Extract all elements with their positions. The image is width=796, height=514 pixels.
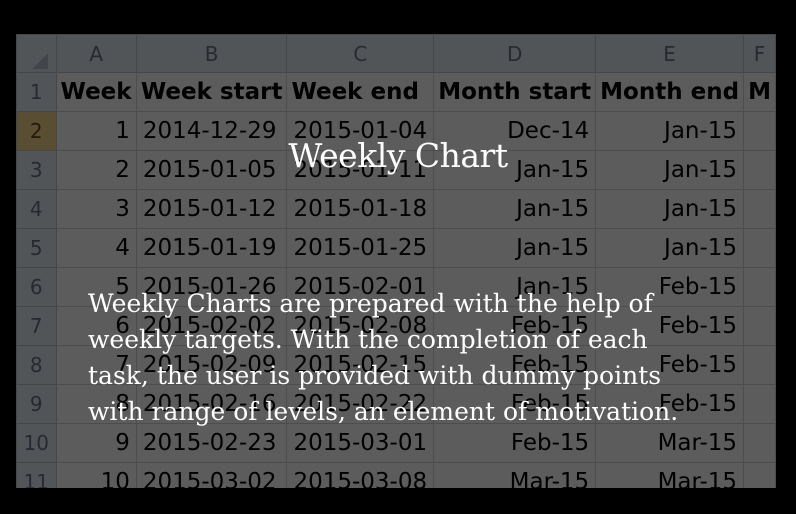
overlay-line: Weekly Charts are prepared with the help… (88, 289, 653, 318)
overlay-line: task, the user is provided with dummy po… (88, 361, 662, 390)
overlay-line: with range of levels, an element of moti… (88, 397, 679, 426)
overlay-line: weekly targets. With the completion of e… (88, 325, 648, 354)
overlay-description: Weekly Charts are prepared with the help… (88, 286, 708, 430)
overlay-title: Weekly Chart (288, 136, 508, 175)
